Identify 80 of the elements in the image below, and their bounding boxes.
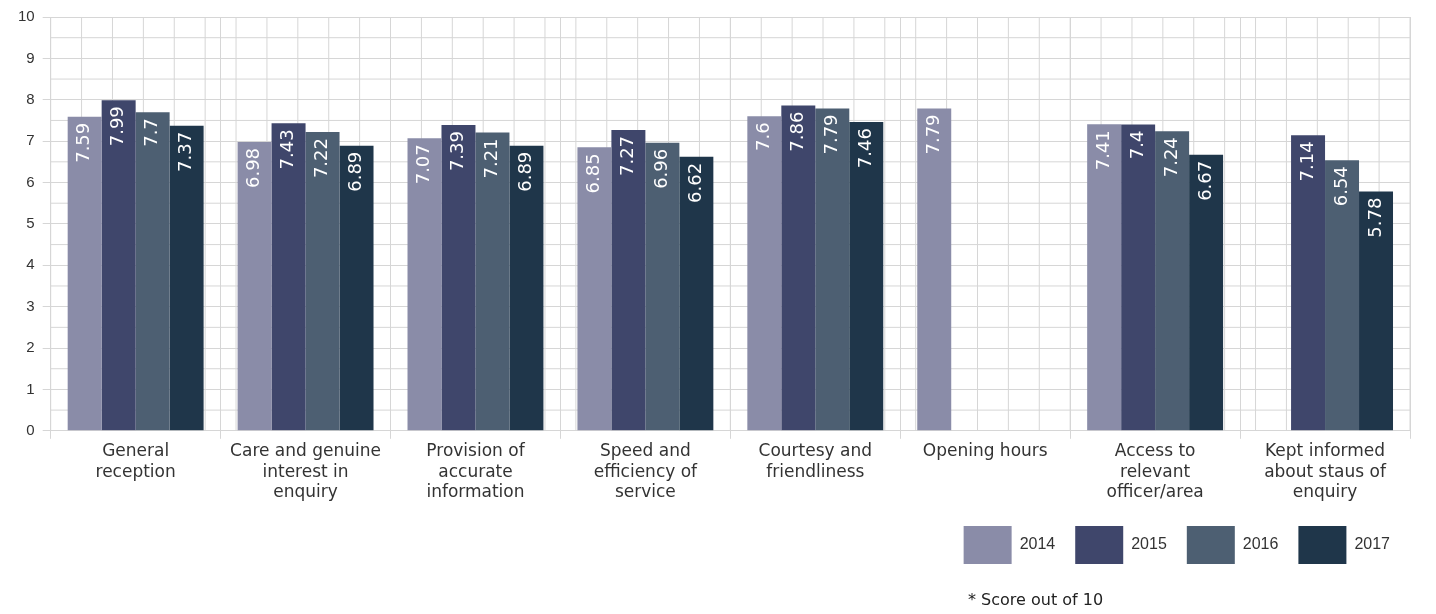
bar: [441, 125, 476, 431]
bar: [1359, 191, 1394, 431]
bar: [169, 125, 204, 431]
bar: [475, 132, 510, 431]
data-label: 7.6: [752, 122, 773, 151]
x-tick-label: Opening hours: [922, 440, 1048, 461]
y-tick-label: 7: [26, 131, 35, 149]
x-tick-label: General reception: [95, 440, 176, 481]
bar: [509, 145, 544, 431]
data-label: 7.79: [819, 114, 841, 155]
bar: [679, 156, 714, 431]
data-label: 7.99: [106, 106, 128, 147]
bar: [815, 108, 850, 431]
bar: [781, 105, 816, 431]
y-tick-label: 6: [26, 172, 35, 190]
data-label: 7.07: [412, 144, 434, 185]
data-label: 7.46: [853, 128, 875, 169]
bar: [305, 132, 340, 431]
legend-label: 2015: [1131, 535, 1167, 553]
y-tick-label: 3: [26, 296, 35, 314]
data-label: 6.85: [582, 153, 604, 194]
data-label: 7.43: [276, 129, 298, 170]
y-tick-label: 2: [26, 338, 35, 356]
y-tick-label: 10: [18, 7, 35, 25]
data-label: 7.39: [446, 131, 468, 172]
bar: [577, 147, 612, 431]
bar: [1121, 124, 1156, 431]
data-label: 7.27: [616, 135, 638, 177]
bar: [645, 142, 680, 431]
bar: [271, 123, 306, 431]
data-label: 7.14: [1295, 141, 1317, 182]
legend-label: 2014: [1019, 535, 1056, 553]
y-tick-label: 4: [26, 255, 35, 273]
x-tick-label: Access to relevant officer/area: [1106, 440, 1204, 502]
bar: [67, 116, 102, 431]
data-label: 7.24: [1159, 137, 1181, 178]
data-label: 7.86: [785, 111, 807, 152]
data-label: 7.59: [72, 122, 94, 163]
data-label: 6.96: [650, 148, 672, 189]
x-tick-label: Kept informed about staus of enquiry: [1264, 440, 1387, 502]
data-label: 7.7: [140, 118, 162, 147]
bar: [237, 141, 272, 431]
y-tick-label: 9: [26, 48, 35, 66]
bar: [407, 138, 442, 431]
legend-label: 2016: [1242, 535, 1279, 553]
bar: [1291, 135, 1326, 431]
x-tick-label: Provision of accurate information: [426, 440, 526, 502]
x-tick-label: Speed and efficiency of service: [593, 440, 699, 502]
bar: [611, 129, 646, 431]
bar: [1087, 124, 1122, 431]
data-label: 7.4: [1125, 130, 1147, 160]
legend-label: 2017: [1354, 535, 1391, 553]
bar: [747, 116, 782, 431]
data-label: 7.37: [174, 131, 196, 172]
x-tick-label: Care and genuine interest in enquiry: [230, 440, 382, 502]
data-label: 6.98: [242, 147, 264, 189]
bar: [1155, 131, 1190, 431]
text: * Score out of 10: [968, 590, 1104, 609]
x-tick-label: Courtesy and friendliness: [758, 440, 873, 481]
bar: [849, 122, 884, 431]
bar: [1325, 160, 1360, 431]
data-label: 7.41: [1091, 130, 1113, 171]
y-tick-label: 5: [26, 214, 35, 232]
bar: [135, 112, 170, 431]
bar: [339, 145, 374, 431]
data-label: 7.79: [921, 114, 943, 155]
data-label: 6.54: [1329, 166, 1351, 207]
data-label: 7.22: [310, 138, 332, 179]
y-tick-label: 8: [26, 89, 35, 107]
bar: [1189, 154, 1224, 431]
data-label: 7.21: [480, 138, 502, 179]
y-tick-label: 0: [26, 420, 35, 438]
data-label: 6.67: [1193, 160, 1215, 201]
data-label: 6.62: [684, 162, 706, 203]
data-label: 5.78: [1363, 197, 1385, 238]
bar: [917, 108, 952, 431]
data-label: 6.89: [514, 151, 536, 192]
data-label: 6.89: [344, 151, 366, 192]
y-tick-label: 1: [26, 379, 35, 397]
bar: [101, 100, 136, 431]
